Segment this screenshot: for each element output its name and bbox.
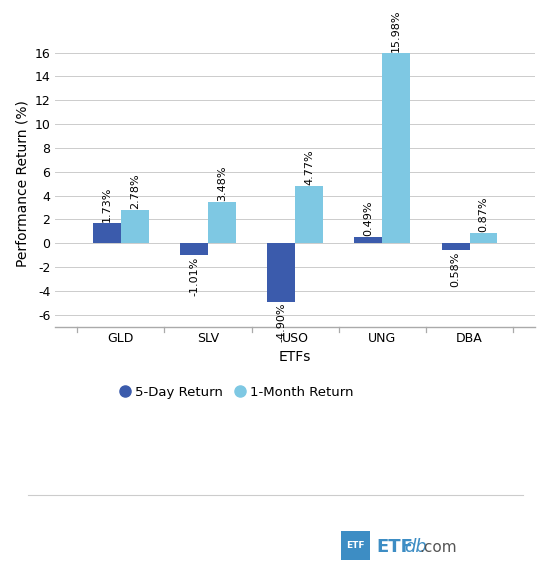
Text: .com: .com	[419, 540, 456, 555]
Bar	[208, 202, 236, 244]
Y-axis label: Performance Return (%): Performance Return (%)	[15, 100, 29, 267]
Bar	[93, 222, 120, 244]
Text: ETF: ETF	[377, 538, 414, 556]
Legend: 5-Day Return, 1-Month Return: 5-Day Return, 1-Month Return	[116, 380, 360, 406]
Text: -1.01%: -1.01%	[189, 257, 199, 296]
Text: 0.49%: 0.49%	[364, 201, 373, 236]
Bar	[442, 244, 470, 250]
Text: 0.87%: 0.87%	[478, 196, 488, 232]
Bar	[354, 237, 382, 244]
X-axis label: ETFs: ETFs	[279, 350, 311, 364]
Text: 0.58%: 0.58%	[450, 251, 461, 287]
Bar	[382, 53, 410, 244]
Bar	[295, 187, 323, 244]
Text: 2.78%: 2.78%	[130, 174, 140, 209]
Bar	[470, 233, 498, 244]
Text: 3.48%: 3.48%	[217, 165, 227, 201]
Text: 4.77%: 4.77%	[304, 150, 314, 185]
Text: 15.98%: 15.98%	[391, 9, 401, 52]
Text: db: db	[404, 538, 427, 556]
Text: -4.90%: -4.90%	[276, 303, 286, 343]
Bar	[267, 244, 295, 302]
Text: 1.73%: 1.73%	[102, 186, 112, 221]
Text: ETF: ETF	[346, 541, 365, 550]
Bar	[120, 210, 148, 244]
Bar	[180, 244, 208, 255]
